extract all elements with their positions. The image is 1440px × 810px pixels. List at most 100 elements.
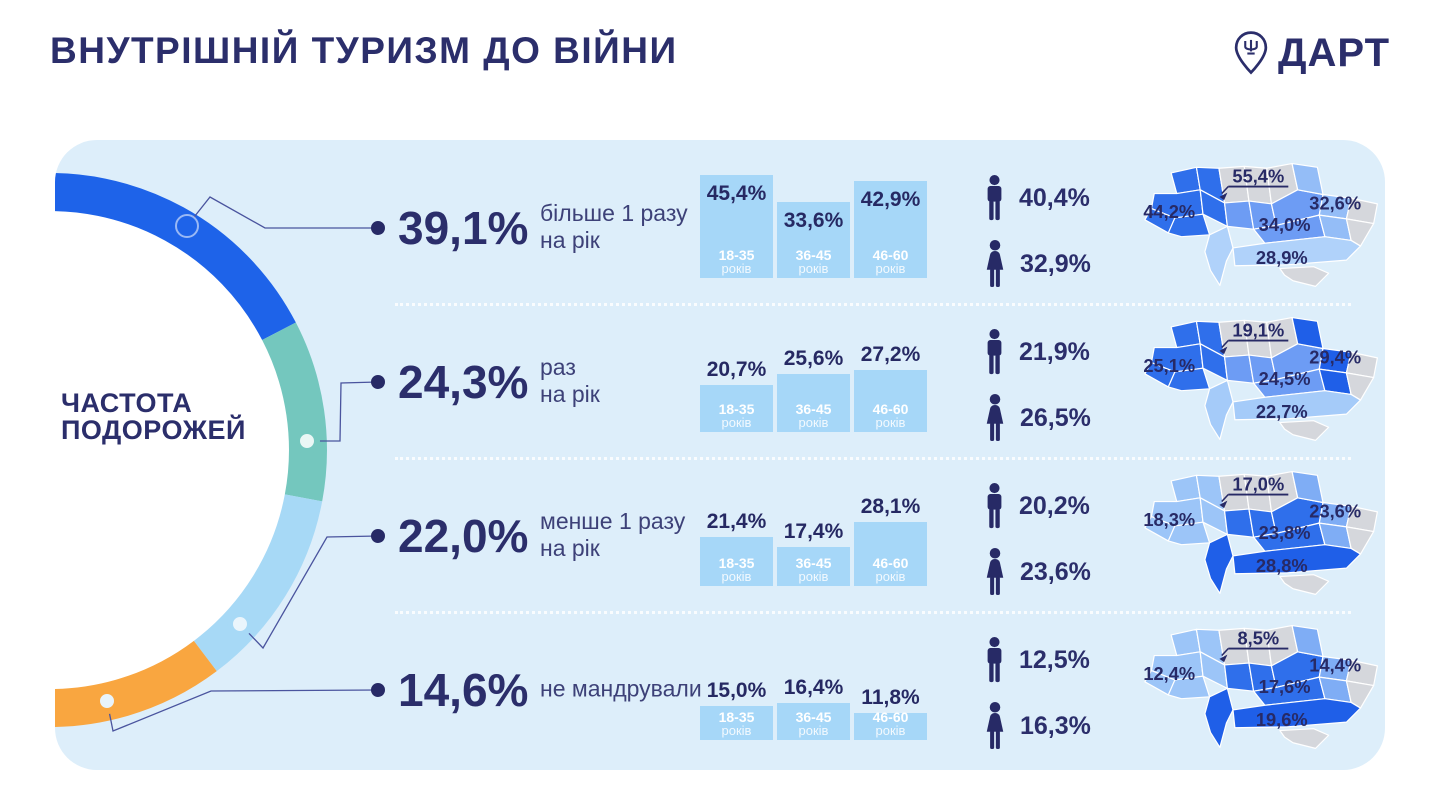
- row-separator: [395, 457, 1351, 460]
- ukraine-region-map: 44,2% 55,4% 34,0% 32,6% 28,9%: [1143, 162, 1378, 287]
- map-label-east: 14,4%: [1309, 655, 1361, 676]
- bar-age-label: 46-60 років: [872, 401, 909, 430]
- bar-age-label: 36-45 років: [795, 709, 832, 738]
- row-description: раз на рік: [540, 354, 600, 407]
- gender-stats: 21,9% 26,5%: [983, 326, 1091, 444]
- region-south: [1204, 687, 1362, 749]
- donut-center-label: ЧАСТОТА ПОДОРОЖЕЙ: [61, 388, 246, 445]
- donut-segment-lightblue: [193, 494, 323, 672]
- map-label-south: 22,7%: [1256, 401, 1308, 422]
- bar-value-label: 27,2%: [860, 343, 921, 366]
- dart-logo: ДАРТ: [1232, 30, 1390, 76]
- donut-inner-circle: [55, 210, 290, 690]
- female-stat: 23,6%: [983, 546, 1091, 598]
- map-label-north: 17,0%: [1232, 473, 1284, 494]
- region-center: [1223, 497, 1326, 552]
- map-label-east: 32,6%: [1309, 193, 1361, 214]
- female-stat: 16,3%: [983, 700, 1091, 752]
- bar-value-label: 33,6%: [783, 209, 844, 232]
- row-percent: 39,1%: [398, 202, 529, 254]
- female-stat: 26,5%: [983, 392, 1091, 444]
- age-bar: 45,4% 18-35 років: [700, 175, 773, 278]
- region-center: [1223, 189, 1326, 244]
- female-stat: 32,9%: [983, 238, 1091, 290]
- region-west: [1144, 166, 1228, 238]
- region-south: [1204, 379, 1362, 441]
- age-bar-chart: 45,4% 18-35 років 33,6% 36-45 років 42,9% …: [700, 175, 927, 278]
- age-bar: 28,1% 46-60 років: [854, 495, 927, 586]
- region-east-gray: [1345, 197, 1378, 247]
- map-label-south: 28,8%: [1256, 555, 1308, 576]
- row-percent: 22,0%: [398, 510, 529, 562]
- donut-dot-orange: [94, 688, 120, 714]
- header: ВНУТРІШНІЙ ТУРИЗМ ДО ВІЙНИ ДАРТ: [50, 30, 1390, 76]
- female-icon: [986, 240, 1004, 288]
- map-pointer: [1219, 185, 1289, 201]
- map-label-south: 19,6%: [1256, 709, 1308, 730]
- age-bar: 21,4% 18-35 років: [700, 510, 773, 586]
- bar-value-label: 17,4%: [783, 520, 844, 543]
- page-title: ВНУТРІШНІЙ ТУРИЗМ ДО ВІЙНИ: [50, 30, 678, 71]
- region-east-gray: [1345, 659, 1378, 709]
- bar-value-label: 11,8%: [861, 686, 920, 709]
- map-label-north: 19,1%: [1232, 319, 1284, 340]
- age-bar: 11,8% 46-60 років: [854, 686, 927, 740]
- male-percent: 20,2%: [1019, 491, 1090, 520]
- age-bar: 20,7% 18-35 років: [700, 358, 773, 432]
- logo-text: ДАРТ: [1278, 30, 1390, 75]
- map-label-center: 34,0%: [1259, 214, 1311, 235]
- row-description: не мандрували: [540, 675, 702, 702]
- frequency-row: 39,1% більше 1 разу на рік 45,4% 18-35 ро…: [393, 152, 1385, 302]
- bar-age-label: 36-45 років: [795, 555, 832, 584]
- donut-and-connectors: [55, 173, 385, 732]
- bar-age-label: 36-45 років: [795, 401, 832, 430]
- row-bullets: [371, 221, 385, 697]
- female-percent: 26,5%: [1020, 403, 1091, 432]
- male-stat: 12,5%: [983, 634, 1091, 686]
- age-bar-chart: 15,0% 18-35 років 16,4% 36-45 років 11,8% …: [700, 676, 927, 740]
- bar-age-label: 46-60 років: [872, 555, 909, 584]
- bar-value-label: 20,7%: [706, 358, 767, 381]
- region-crimea-gray: [1279, 574, 1330, 595]
- region-east-gray: [1345, 505, 1378, 555]
- region-east: [1291, 470, 1352, 550]
- male-stat: 20,2%: [983, 480, 1091, 532]
- age-bar: 27,2% 46-60 років: [854, 343, 927, 432]
- map-pointer: [1219, 647, 1289, 663]
- map-label-center: 24,5%: [1259, 368, 1311, 389]
- gender-stats: 12,5% 16,3%: [983, 634, 1091, 752]
- age-bar: 42,9% 46-60 років: [854, 181, 927, 278]
- region-south: [1204, 225, 1362, 287]
- bar-value-label: 28,1%: [860, 495, 921, 518]
- frequency-row: 24,3% раз на рік 20,7% 18-35 років 25,6% …: [393, 306, 1385, 456]
- frequency-row: 22,0% менше 1 разу на рік 21,4% 18-35 рок…: [393, 460, 1385, 610]
- bar-age-label: 18-35 років: [718, 709, 755, 738]
- age-bar: 17,4% 36-45 років: [777, 520, 850, 586]
- map-label-north: 8,5%: [1237, 627, 1279, 648]
- ukraine-region-map: 12,4% 8,5% 17,6% 14,4% 19,6%: [1143, 624, 1378, 749]
- region-crimea-gray: [1279, 420, 1330, 441]
- map-pointer: [1219, 493, 1289, 509]
- male-stat: 21,9%: [983, 326, 1091, 378]
- region-west: [1144, 474, 1228, 546]
- male-icon: [987, 175, 1002, 221]
- donut-dot-lightblue: [227, 611, 253, 637]
- map-label-west: 18,3%: [1143, 509, 1195, 530]
- age-bar: 33,6% 36-45 років: [777, 202, 850, 278]
- male-percent: 12,5%: [1019, 645, 1090, 674]
- bar-age-label: 18-35 років: [718, 247, 755, 276]
- map-pin-trident-icon: [1234, 31, 1268, 75]
- infographic-card: ЧАСТОТА ПОДОРОЖЕЙ 39,1% більше 1 разу на…: [55, 140, 1385, 770]
- map-label-east: 29,4%: [1309, 347, 1361, 368]
- male-stat: 40,4%: [983, 172, 1091, 224]
- donut-dot-teal: [294, 428, 320, 454]
- row-percent: 24,3%: [398, 356, 529, 408]
- bar-value-label: 15,0%: [706, 679, 767, 702]
- region-crimea-gray: [1279, 728, 1330, 749]
- male-icon: [987, 483, 1002, 529]
- female-percent: 32,9%: [1020, 249, 1091, 278]
- age-bar: 15,0% 18-35 років: [700, 679, 773, 740]
- age-bar-chart: 20,7% 18-35 років 25,6% 36-45 років 27,2% …: [700, 343, 927, 432]
- region-center: [1223, 343, 1326, 398]
- bar-age-label: 18-35 років: [718, 401, 755, 430]
